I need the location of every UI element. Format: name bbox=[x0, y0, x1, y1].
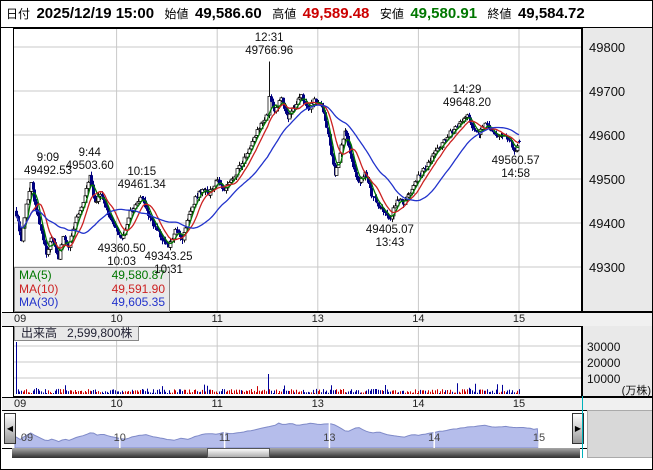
time-tick-10: 10 bbox=[110, 313, 123, 325]
open-value: 49,586.60 bbox=[195, 5, 262, 22]
ma-legend-row: MA(10) 49,591.90 bbox=[19, 281, 165, 296]
open-label: 始値 bbox=[164, 7, 189, 21]
volume-y-axis: 30000 20000 10000 (万株) bbox=[582, 326, 652, 397]
navigator-corner-panel bbox=[587, 410, 652, 458]
low-label: 安値 bbox=[379, 7, 404, 21]
price-candlestick-chart bbox=[13, 28, 582, 312]
price-y-axis: 49300 49400 49500 49600 49700 49800 bbox=[582, 28, 652, 312]
navigator-area-chart[interactable] bbox=[13, 411, 582, 448]
time-tick-13: 13 bbox=[311, 398, 324, 410]
time-tick-09: 09 bbox=[14, 313, 27, 325]
time-tick-10: 10 bbox=[110, 398, 123, 410]
scroll-left-button[interactable]: ◀ bbox=[4, 413, 16, 444]
time-tick-11: 11 bbox=[211, 313, 223, 325]
price-tick-label: 49400 bbox=[589, 216, 626, 231]
volume-tick-label: 20000 bbox=[587, 356, 621, 370]
ma-legend-row: MA(5) 49,580.87 bbox=[19, 268, 165, 282]
volume-tick-label: 10000 bbox=[587, 372, 621, 386]
time-tick-15: 15 bbox=[512, 398, 526, 410]
price-tick-label: 49300 bbox=[589, 260, 626, 275]
navigator-time-label-13: 13 bbox=[323, 432, 336, 444]
price-tick-label: 49600 bbox=[589, 128, 626, 143]
close-value: 49,584.72 bbox=[517, 5, 585, 22]
ma-legend: MA(5) 49,580.87 MA(10) 49,591.90 MA(30) 49,60… bbox=[14, 267, 170, 312]
time-tick-15: 15 bbox=[512, 313, 526, 325]
price-tick-label: 49700 bbox=[589, 84, 626, 99]
time-tick-11: 11 bbox=[211, 398, 223, 410]
chart-content: 49300 49400 49500 49600 49700 49800 09 10 11 13 1… bbox=[2, 28, 652, 469]
price-tick-label: 49500 bbox=[589, 172, 626, 187]
volume-unit-label: (万株) bbox=[621, 385, 651, 397]
ma-legend-row: MA(30) 49,605.35 bbox=[19, 295, 165, 309]
time-tick-13: 13 bbox=[311, 313, 324, 325]
scroll-right-button[interactable]: ▶ bbox=[572, 413, 584, 444]
range-navigator[interactable]: 09 10 11 13 14 15 bbox=[2, 410, 652, 449]
high-value: 49,589.48 bbox=[302, 5, 370, 22]
high-label: 高値 bbox=[272, 7, 297, 21]
left-arrow-icon: ◀ bbox=[6, 424, 14, 433]
volume-label: 出来高 bbox=[21, 326, 58, 340]
low-value: 49,580.91 bbox=[410, 5, 478, 22]
volume-chart bbox=[13, 326, 582, 397]
navigator-time-label-10: 10 bbox=[113, 432, 126, 444]
time-tick-14: 14 bbox=[412, 313, 425, 325]
navigator-time-label-09: 09 bbox=[20, 432, 34, 444]
navigator-time-label-14: 14 bbox=[428, 432, 441, 444]
scrollbar-thumb[interactable] bbox=[207, 448, 270, 458]
price-tick-label: 49800 bbox=[589, 40, 626, 55]
time-axis-upper: 09 10 11 13 14 15 bbox=[2, 312, 652, 327]
horizontal-scrollbar[interactable] bbox=[12, 448, 580, 458]
date-label: 日付 bbox=[6, 7, 31, 21]
volume-total-value: 2,599,800株 bbox=[67, 326, 133, 340]
date-value: 2025/12/19 15:00 bbox=[36, 5, 155, 22]
navigator-time-label-15: 15 bbox=[532, 432, 546, 444]
time-tick-09: 09 bbox=[14, 398, 27, 410]
volume-tick-label: 30000 bbox=[587, 340, 621, 354]
navigator-time-label-11: 11 bbox=[218, 432, 231, 444]
ohlc-header: 日付 2025/12/19 15:00 始値 49,586.60 高値 49,5… bbox=[1, 1, 652, 28]
time-tick-14: 14 bbox=[412, 398, 425, 410]
volume-total-box: 出来高 2,599,800株 bbox=[14, 326, 140, 341]
close-label: 終値 bbox=[487, 7, 512, 21]
range-cursor-line bbox=[582, 396, 583, 458]
right-arrow-icon: ▶ bbox=[574, 424, 582, 433]
